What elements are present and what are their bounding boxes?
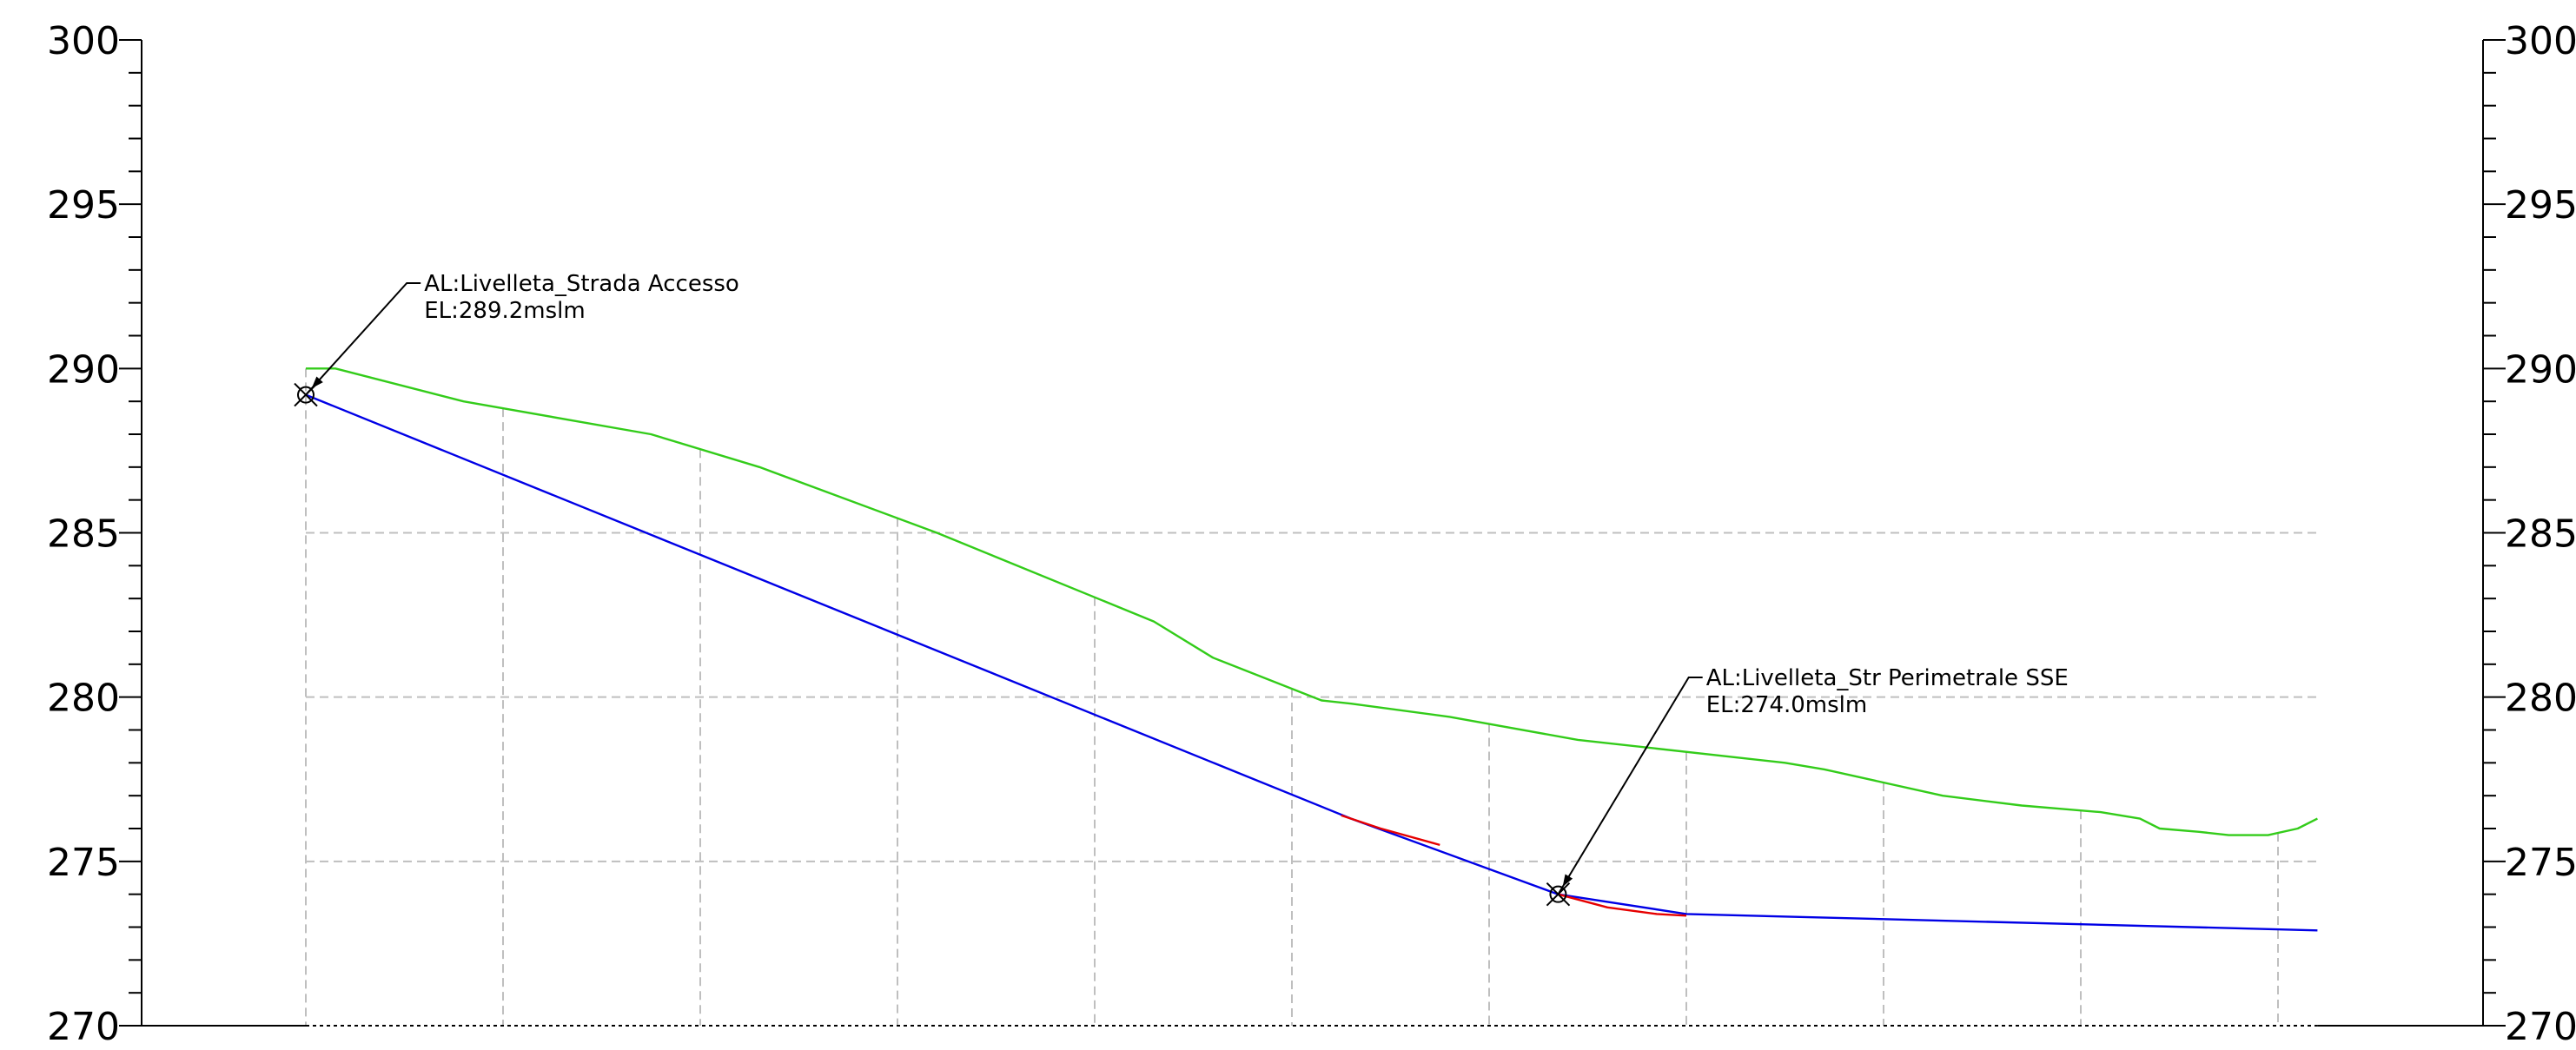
right-tick-label: 295	[2505, 183, 2576, 228]
left-tick-label: 280	[47, 677, 120, 721]
right-tick-label: 280	[2505, 677, 2576, 721]
callout-arrowhead	[311, 376, 323, 389]
right-tick-label: 270	[2505, 1005, 2576, 1049]
callout-line2: EL:274.0mslm	[1706, 692, 1868, 718]
right-tick-label: 285	[2505, 512, 2576, 557]
callout-line1: AL:Livelleta_Strada Accesso	[424, 271, 739, 297]
marker-circle	[297, 386, 315, 404]
left-tick-label: 290	[47, 347, 120, 392]
right-tick-label: 275	[2505, 841, 2576, 885]
right-tick-label: 300	[2505, 19, 2576, 63]
alignment-line	[305, 393, 2318, 932]
left-tick-label: 275	[47, 841, 120, 885]
left-tick-label: 295	[47, 183, 120, 228]
left-tick-label: 270	[47, 1005, 120, 1049]
ground-line	[306, 367, 2318, 836]
left-tick-label: 285	[47, 512, 120, 557]
series	[305, 367, 2318, 932]
callout-line2: EL:289.2mslm	[424, 298, 586, 324]
marker-circle	[1549, 885, 1567, 903]
callout-line1: AL:Livelleta_Str Perimetrale SSE	[1706, 665, 2069, 691]
curve-2-line	[1558, 893, 1687, 917]
left-tick-label: 300	[47, 19, 120, 63]
axes: 270 270 275 275 280 280 285 285 290 290 295 295 300 3…	[47, 19, 2576, 1049]
annotations: AL:Livelleta_Strada AccessoEL:289.2mslmA…	[305, 271, 2069, 895]
callout-leader	[305, 281, 421, 396]
right-tick-label: 290	[2505, 347, 2576, 392]
callout-arrowhead	[1562, 874, 1573, 888]
curve-1-line	[1341, 814, 1440, 847]
gridlines	[305, 368, 2318, 1026]
callout-leader	[1557, 676, 1703, 895]
elevation-callout: AL:Livelleta_Str Perimetrale SSEEL:274.0…	[1557, 665, 2069, 895]
